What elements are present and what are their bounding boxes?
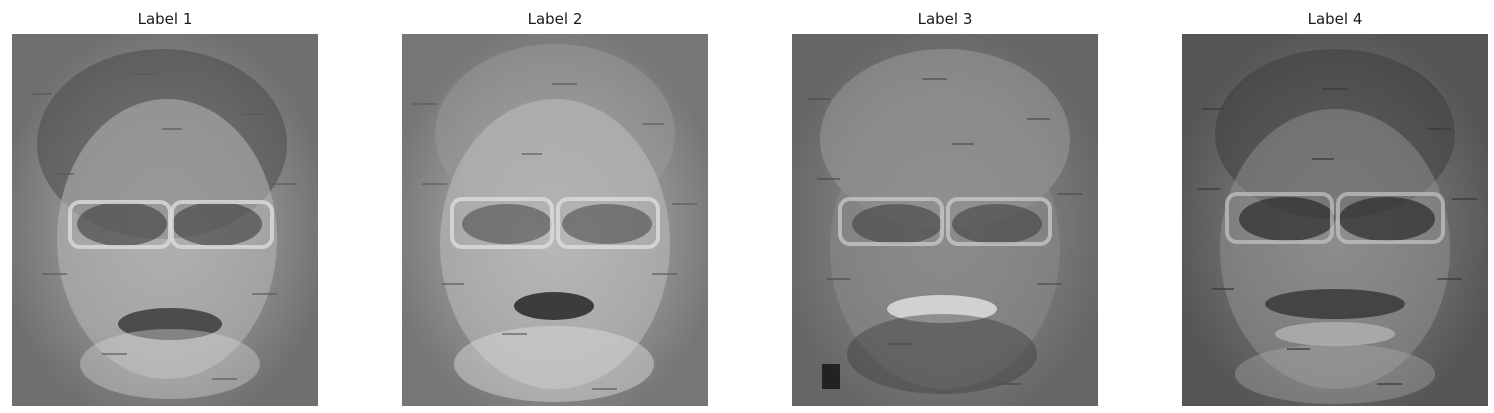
face-image-graphic [1182,34,1488,406]
panel-title: Label 1 [12,9,318,29]
face-image [792,34,1098,406]
panel-2: Label 2 [402,0,708,413]
face-image-graphic [792,34,1098,406]
panel-title: Label 3 [792,9,1098,29]
face-image [12,34,318,406]
panel-title: Label 2 [402,9,708,29]
panel-3: Label 3 [792,0,1098,413]
panel-4: Label 4 [1182,0,1488,413]
panel-title: Label 4 [1182,9,1488,29]
face-image [1182,34,1488,406]
face-image-graphic [402,34,708,406]
face-image-graphic [12,34,318,406]
face-image [402,34,708,406]
panel-1: Label 1 [12,0,318,413]
